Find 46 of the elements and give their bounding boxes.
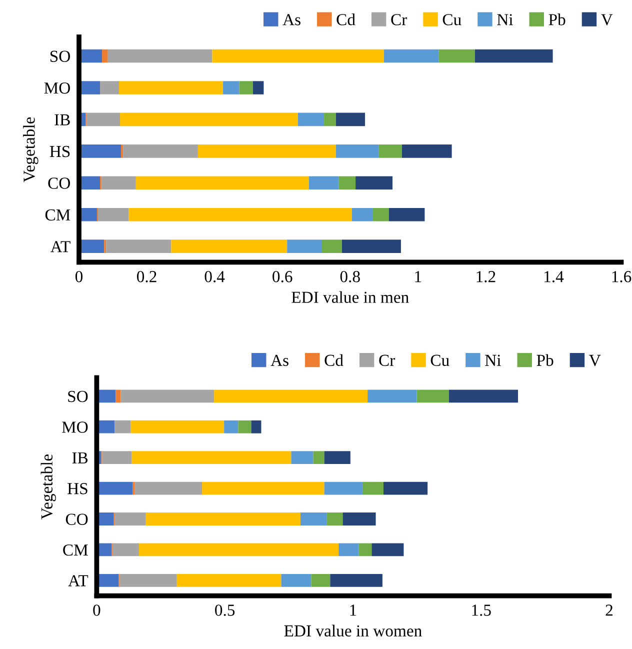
x-axis-title: EDI value in women bbox=[284, 624, 422, 637]
legend-label: Pb bbox=[536, 354, 554, 366]
y-tick-label: HS bbox=[68, 483, 88, 494]
legend-label: Cd bbox=[324, 354, 344, 366]
x-tick-label: 1.2 bbox=[476, 271, 496, 282]
x-tick-label: 0.6 bbox=[272, 271, 292, 282]
legend-label: Cr bbox=[391, 14, 408, 26]
x-tick-label: 1.6 bbox=[612, 271, 632, 282]
y-tick-label: AT bbox=[50, 241, 70, 252]
legend-label: Cd bbox=[336, 14, 356, 26]
legend-label: V bbox=[589, 354, 601, 366]
y-tick-label: AT bbox=[68, 575, 88, 586]
x-tick-label: 0.8 bbox=[340, 271, 360, 282]
legend-label: Pb bbox=[548, 14, 566, 26]
x-tick-label: 0.4 bbox=[204, 271, 225, 282]
y-tick-label: CM bbox=[45, 209, 70, 221]
x-tick-label: 0.2 bbox=[137, 271, 156, 282]
y-tick-label: SO bbox=[68, 390, 88, 402]
x-tick-label: 1 bbox=[350, 604, 356, 616]
y-axis-title: Vegetable bbox=[40, 454, 56, 520]
x-tick-label: 1.4 bbox=[544, 271, 564, 282]
x-tick-label: 2 bbox=[606, 604, 612, 616]
y-tick-label: MO bbox=[62, 422, 88, 433]
x-tick-label: 0 bbox=[75, 271, 83, 282]
y-tick-label: IB bbox=[54, 114, 70, 126]
x-tick-label: 1 bbox=[415, 271, 422, 282]
legend-label: Cr bbox=[379, 354, 396, 366]
legend-label: Ni bbox=[497, 14, 513, 26]
y-tick-label: CO bbox=[48, 178, 70, 189]
legend-label: Cu bbox=[430, 354, 450, 366]
legend-label: Ni bbox=[485, 354, 501, 366]
x-tick-label: 1.5 bbox=[472, 604, 491, 616]
x-tick-label: 0.5 bbox=[215, 604, 235, 616]
y-axis-title: Vegetable bbox=[23, 117, 38, 182]
y-tick-label: HS bbox=[50, 146, 70, 158]
legend-label: Cu bbox=[442, 14, 462, 26]
y-tick-label: CM bbox=[63, 544, 88, 556]
y-tick-label: MO bbox=[44, 82, 70, 94]
y-tick-label: CO bbox=[66, 514, 88, 525]
y-tick-label: SO bbox=[50, 50, 70, 62]
x-axis-title: EDI value in men bbox=[292, 291, 409, 303]
legend-label: As bbox=[282, 14, 300, 26]
legend-label: V bbox=[601, 14, 613, 26]
legend-label: As bbox=[270, 354, 288, 366]
y-tick-label: IB bbox=[72, 452, 88, 464]
x-tick-label: 0 bbox=[93, 604, 100, 616]
